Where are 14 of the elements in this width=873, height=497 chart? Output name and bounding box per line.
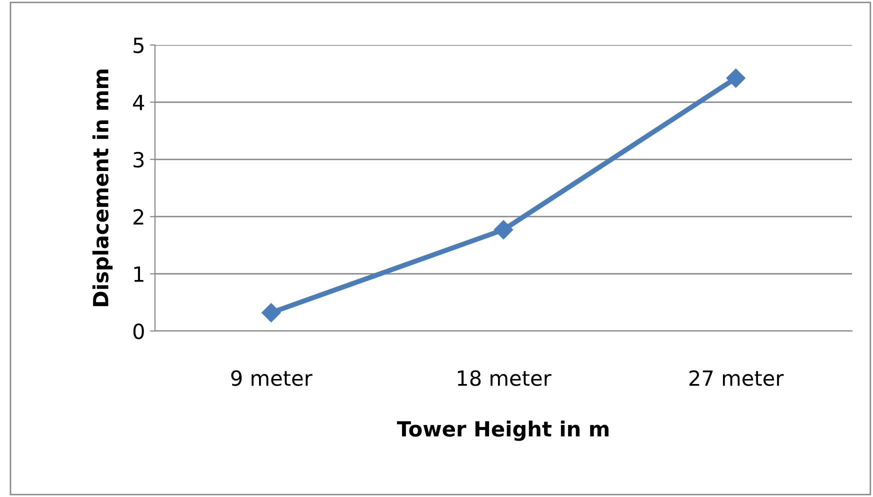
y-tick-label: 3 — [134, 152, 144, 168]
y-tick-label: 0 — [133, 323, 144, 340]
point — [262, 303, 281, 322]
y-tick-label: 5 — [134, 38, 144, 54]
y-axis-title: Displacement in mm — [92, 70, 113, 306]
y-tick-label: 4 — [133, 94, 144, 110]
x-tick-label: 27 meter — [689, 370, 784, 386]
point — [494, 220, 514, 240]
y-tick-label: 2 — [134, 209, 144, 225]
x-tick-label: 9 meter — [231, 370, 312, 386]
x-axis-title: Tower Height in m — [396, 420, 608, 441]
point — [726, 68, 746, 88]
x-tick-label: 18 meter — [458, 370, 552, 386]
y-tick-label: 1 — [134, 266, 144, 282]
